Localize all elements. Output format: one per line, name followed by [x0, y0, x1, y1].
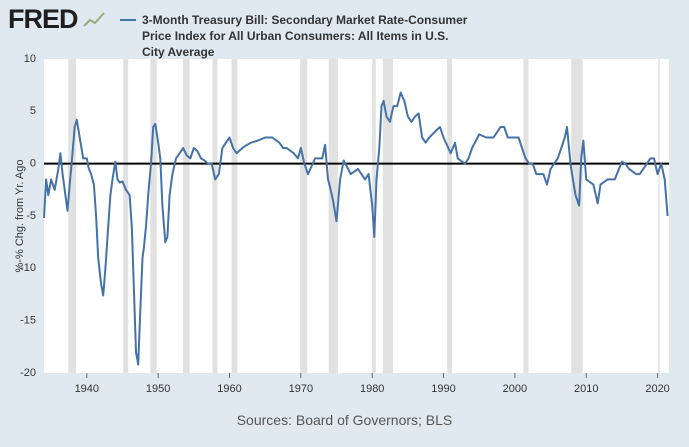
recession-band — [231, 59, 238, 373]
x-tick-label: 2020 — [645, 383, 669, 395]
y-tick-label: 5 — [30, 105, 36, 117]
y-tick-label: -15 — [20, 315, 36, 327]
recession-band — [183, 59, 190, 373]
x-tick-label: 1950 — [146, 383, 170, 395]
recession-band — [372, 59, 376, 373]
x-tick-label: 1960 — [217, 383, 241, 395]
legend: 3-Month Treasury Bill: Secondary Market … — [120, 12, 472, 60]
x-tick-label: 2000 — [503, 383, 527, 395]
x-tick-label: 1980 — [360, 383, 384, 395]
recession-band — [571, 59, 583, 373]
recession-band — [68, 59, 77, 373]
y-tick-label: -10 — [20, 262, 36, 274]
recession-band — [300, 59, 308, 373]
y-axis-label: %-% Chg. from Yr. Ago — [14, 160, 26, 273]
recession-band — [123, 59, 129, 373]
x-tick-label: 1970 — [289, 383, 313, 395]
source-note: Sources: Board of Governors; BLS — [236, 412, 453, 428]
y-tick-label: -5 — [26, 210, 36, 222]
logo: FRED — [8, 4, 78, 34]
x-tick-label: 1940 — [75, 383, 99, 395]
logo-icon — [83, 12, 105, 27]
recession-band — [447, 59, 453, 373]
legend-swatch — [120, 19, 136, 21]
x-tick-label: 2010 — [574, 383, 598, 395]
x-tick-label: 1990 — [431, 383, 455, 395]
recession-band — [658, 59, 660, 373]
legend-label: 3-Month Treasury Bill: Secondary Market … — [142, 13, 468, 59]
recession-band — [328, 59, 338, 373]
y-tick-label: -20 — [20, 367, 36, 379]
y-tick-label: 0 — [30, 158, 36, 170]
data-line — [43, 91, 669, 366]
recession-band — [212, 59, 218, 373]
y-tick-label: 10 — [24, 53, 36, 65]
recession-band — [382, 59, 393, 373]
recession-band — [523, 59, 529, 373]
recession-band — [150, 59, 157, 373]
plot-area — [44, 59, 669, 373]
